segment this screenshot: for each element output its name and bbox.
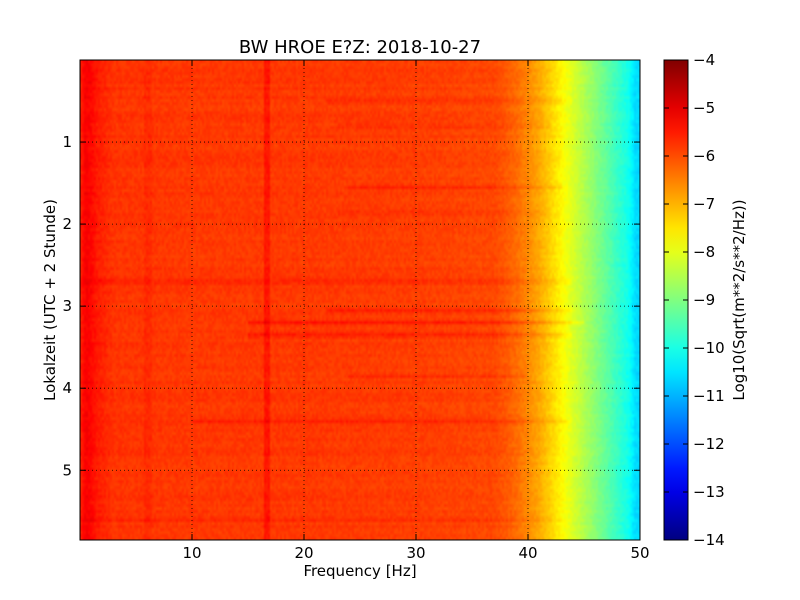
colorbar-tick-label: −7 <box>693 195 715 213</box>
colorbar-tick-label: −13 <box>693 483 725 501</box>
spectrogram-heatmap <box>80 60 640 540</box>
y-tick-label: 2 <box>62 215 72 233</box>
y-axis-label: Lokalzeit (UTC + 2 Stunde) <box>41 199 59 401</box>
plot-frame <box>79 59 641 541</box>
y-tick-label: 5 <box>62 461 72 479</box>
x-tick-label: 10 <box>182 544 201 562</box>
colorbar-tick-label: −12 <box>693 435 725 453</box>
x-axis-label: Frequency [Hz] <box>303 562 416 580</box>
colorbar-tick-label: −8 <box>693 243 715 261</box>
y-tick-label: 1 <box>62 133 72 151</box>
y-tick-label: 3 <box>62 297 72 315</box>
heatmap-image <box>80 60 640 540</box>
colorbar-tick-label: −10 <box>693 339 725 357</box>
y-axis: 1 2 3 4 5 <box>62 133 640 479</box>
x-tick-label: 20 <box>294 544 313 562</box>
x-tick-label: 40 <box>518 544 537 562</box>
colorbar-tick-label: −6 <box>693 147 715 165</box>
colorbar-label: Log10(Sqrt(m**2/s**2/Hz)) <box>730 199 748 400</box>
colorbar-tick-label: −11 <box>693 387 725 405</box>
colorbar: −4 −5 −6 −7 −8 −9 −10 −11 −12 −13 −14 <box>663 51 725 549</box>
x-tick-label: 30 <box>406 544 425 562</box>
colorbar-tick-label: −9 <box>693 291 715 309</box>
colorbar-tick-label: −4 <box>693 51 715 69</box>
x-tick-label: 50 <box>630 544 649 562</box>
grid-lines <box>80 60 640 540</box>
colorbar-tick-label: −5 <box>693 99 715 117</box>
chart-title: BW HROE E?Z: 2018-10-27 <box>239 37 481 58</box>
x-axis: 10 20 30 40 50 <box>182 60 650 562</box>
colorbar-tick-label: −14 <box>693 531 725 549</box>
y-tick-label: 4 <box>62 379 72 397</box>
